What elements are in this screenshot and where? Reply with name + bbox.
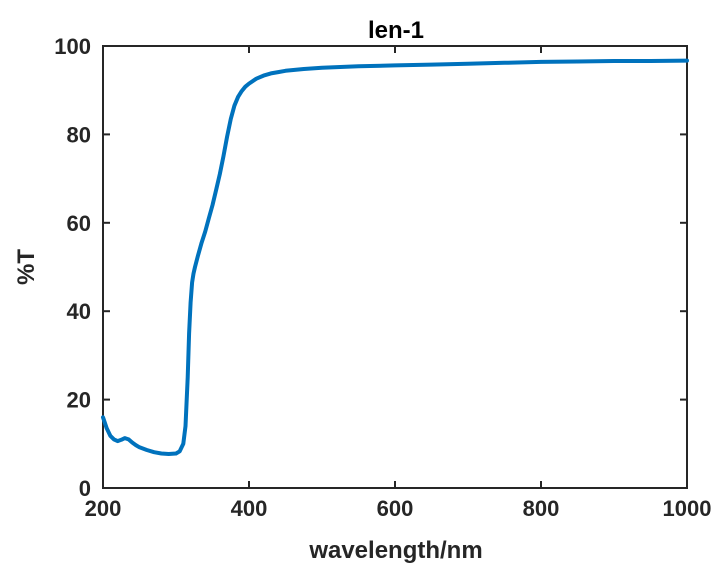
chart-title: len-1 [368, 17, 424, 44]
y-tick-label: 60 [67, 211, 91, 236]
x-axis-ticks: 200 400 600 800 1000 [85, 46, 712, 521]
x-tick-label: 200 [85, 496, 122, 521]
x-tick-label: 1000 [663, 496, 712, 521]
y-axis-ticks: 0 20 40 60 80 100 [54, 34, 687, 501]
y-axis-title: %T [13, 249, 40, 285]
plot-area: 200 400 600 800 1000 0 20 40 60 80 100 [54, 34, 711, 521]
y-tick-label: 40 [67, 299, 91, 324]
plot-frame [102, 45, 688, 489]
x-axis-title: wavelength/nm [308, 537, 482, 564]
y-tick-label: 20 [67, 388, 91, 413]
x-tick-label: 800 [523, 496, 560, 521]
y-tick-label: 0 [79, 476, 91, 501]
y-tick-label: 100 [54, 34, 91, 59]
y-tick-label: 80 [67, 122, 91, 147]
x-tick-label: 400 [231, 496, 268, 521]
x-tick-label: 600 [377, 496, 414, 521]
transmittance-line [101, 58, 689, 456]
